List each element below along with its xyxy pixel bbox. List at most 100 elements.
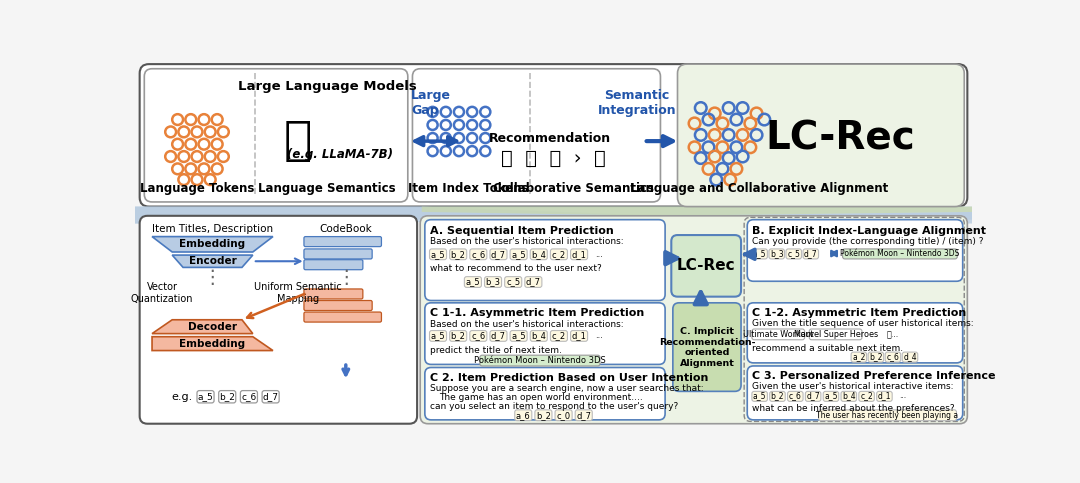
Text: ⋮: ⋮: [203, 268, 222, 287]
FancyBboxPatch shape: [747, 220, 962, 281]
Text: Language and Collaborative Alignment: Language and Collaborative Alignment: [630, 182, 888, 195]
FancyBboxPatch shape: [752, 249, 768, 259]
Text: C 1-1. Asymmetric Item Prediction: C 1-1. Asymmetric Item Prediction: [430, 308, 644, 318]
Text: c_0: c_0: [556, 411, 570, 420]
Text: LC-Rec: LC-Rec: [677, 258, 735, 273]
Text: b_2: b_2: [869, 352, 882, 361]
Text: A. Sequential Item Prediction: A. Sequential Item Prediction: [430, 226, 613, 236]
Text: a_6: a_6: [516, 411, 530, 420]
FancyBboxPatch shape: [806, 391, 821, 401]
FancyBboxPatch shape: [841, 391, 856, 401]
Text: b_2: b_2: [450, 250, 465, 259]
Text: 🦙: 🦙: [284, 119, 312, 164]
Text: C 1-2. Asymmetric Item Prediction: C 1-2. Asymmetric Item Prediction: [752, 308, 967, 318]
Text: Based on the user's historical interactions:: Based on the user's historical interacti…: [430, 320, 623, 329]
Text: a_5: a_5: [465, 278, 481, 286]
FancyBboxPatch shape: [490, 249, 507, 260]
FancyArrowPatch shape: [665, 252, 677, 264]
FancyBboxPatch shape: [480, 355, 600, 366]
Text: what can be inferred about the preferences?: what can be inferred about the preferenc…: [752, 404, 955, 413]
Text: c_5: c_5: [787, 249, 800, 258]
Text: what to recommend to the user next?: what to recommend to the user next?: [430, 264, 602, 273]
FancyBboxPatch shape: [677, 64, 964, 207]
FancyBboxPatch shape: [809, 329, 862, 340]
Text: ⋮: ⋮: [336, 268, 355, 287]
Text: CodeBook: CodeBook: [320, 224, 373, 233]
Text: b_2: b_2: [219, 392, 235, 401]
Text: Semantic
Integration: Semantic Integration: [598, 88, 676, 116]
Text: a_5: a_5: [753, 249, 767, 258]
Text: Embedding: Embedding: [179, 339, 245, 349]
FancyBboxPatch shape: [303, 312, 381, 322]
FancyArrowPatch shape: [415, 137, 457, 145]
Text: a_5: a_5: [431, 331, 445, 341]
Text: a_5: a_5: [431, 250, 445, 259]
FancyBboxPatch shape: [535, 410, 552, 421]
Text: can you select an item to respond to the user's query?: can you select an item to respond to the…: [430, 402, 678, 411]
FancyBboxPatch shape: [262, 391, 279, 403]
Text: Can you provide (the corresponding title) / (item) ?: Can you provide (the corresponding title…: [752, 237, 984, 245]
Polygon shape: [152, 337, 273, 351]
FancyBboxPatch shape: [504, 277, 522, 287]
FancyBboxPatch shape: [770, 391, 785, 401]
Text: ，...: ，...: [887, 330, 899, 339]
Text: a_5: a_5: [824, 392, 838, 400]
Text: b_4: b_4: [842, 392, 855, 400]
Text: ...: ...: [595, 331, 603, 341]
Text: Recommendation: Recommendation: [488, 132, 610, 145]
Polygon shape: [152, 320, 253, 334]
FancyBboxPatch shape: [868, 352, 883, 362]
Text: ...: ...: [595, 250, 603, 259]
Text: c_2: c_2: [552, 250, 566, 259]
Text: The user has recently been playing a: The user has recently been playing a: [816, 411, 959, 420]
Text: Given the title sequence of user historical items:: Given the title sequence of user histori…: [752, 319, 973, 328]
Text: Suppose you are a search engine, now a user searches that:: Suppose you are a search engine, now a u…: [430, 384, 703, 393]
Text: d_7: d_7: [491, 331, 505, 341]
FancyBboxPatch shape: [197, 391, 214, 403]
Text: c_6: c_6: [887, 352, 900, 361]
Text: d_7: d_7: [262, 392, 279, 401]
Polygon shape: [422, 207, 972, 216]
Polygon shape: [135, 207, 972, 224]
Text: Pokémon Moon – Nintendo 3DS: Pokémon Moon – Nintendo 3DS: [840, 249, 960, 258]
Text: Embedding: Embedding: [179, 239, 245, 249]
Polygon shape: [135, 207, 972, 227]
FancyBboxPatch shape: [510, 249, 527, 260]
Text: Pokémon Moon – Nintendo 3DS: Pokémon Moon – Nintendo 3DS: [474, 356, 606, 365]
Text: b_2: b_2: [536, 411, 551, 420]
Text: d_1: d_1: [878, 392, 891, 400]
FancyBboxPatch shape: [470, 330, 487, 341]
FancyBboxPatch shape: [570, 330, 588, 341]
Text: Language Tokens: Language Tokens: [139, 182, 254, 195]
Text: predict the title of next item.: predict the title of next item.: [430, 346, 562, 355]
FancyBboxPatch shape: [570, 249, 588, 260]
Text: The game has an open world environment....: The game has an open world environment..…: [438, 393, 643, 402]
Text: c_5: c_5: [507, 278, 521, 286]
Text: C 3. Personalized Preference Inference: C 3. Personalized Preference Inference: [752, 371, 996, 382]
Text: a_5: a_5: [511, 250, 526, 259]
Text: Item Index Tokens: Item Index Tokens: [408, 182, 528, 195]
FancyBboxPatch shape: [673, 303, 741, 391]
Text: b_2: b_2: [771, 392, 784, 400]
Text: Large
Gap: Large Gap: [410, 88, 451, 116]
FancyArrowPatch shape: [832, 251, 837, 256]
Text: Based on the user's historical interactions:: Based on the user's historical interacti…: [430, 237, 623, 246]
Text: b_3: b_3: [486, 278, 500, 286]
Text: Uniform Semantic
Mapping: Uniform Semantic Mapping: [254, 282, 341, 304]
Text: Ultimate Workout: Ultimate Workout: [743, 330, 813, 339]
Text: Marvel Super Heroes: Marvel Super Heroes: [794, 330, 878, 339]
FancyBboxPatch shape: [525, 277, 542, 287]
FancyBboxPatch shape: [886, 352, 901, 362]
FancyBboxPatch shape: [851, 352, 866, 362]
Text: d_1: d_1: [571, 250, 586, 259]
Text: d_7: d_7: [804, 249, 818, 258]
Text: c_2: c_2: [552, 331, 566, 341]
Text: Collaborative Semantics: Collaborative Semantics: [494, 182, 654, 195]
Text: b_4: b_4: [531, 250, 546, 259]
FancyBboxPatch shape: [510, 330, 527, 341]
Text: Given the user's historical interactive items:: Given the user's historical interactive …: [752, 382, 954, 391]
FancyBboxPatch shape: [241, 391, 257, 403]
Polygon shape: [172, 255, 253, 268]
FancyBboxPatch shape: [786, 249, 801, 259]
Text: d_7: d_7: [526, 278, 541, 286]
